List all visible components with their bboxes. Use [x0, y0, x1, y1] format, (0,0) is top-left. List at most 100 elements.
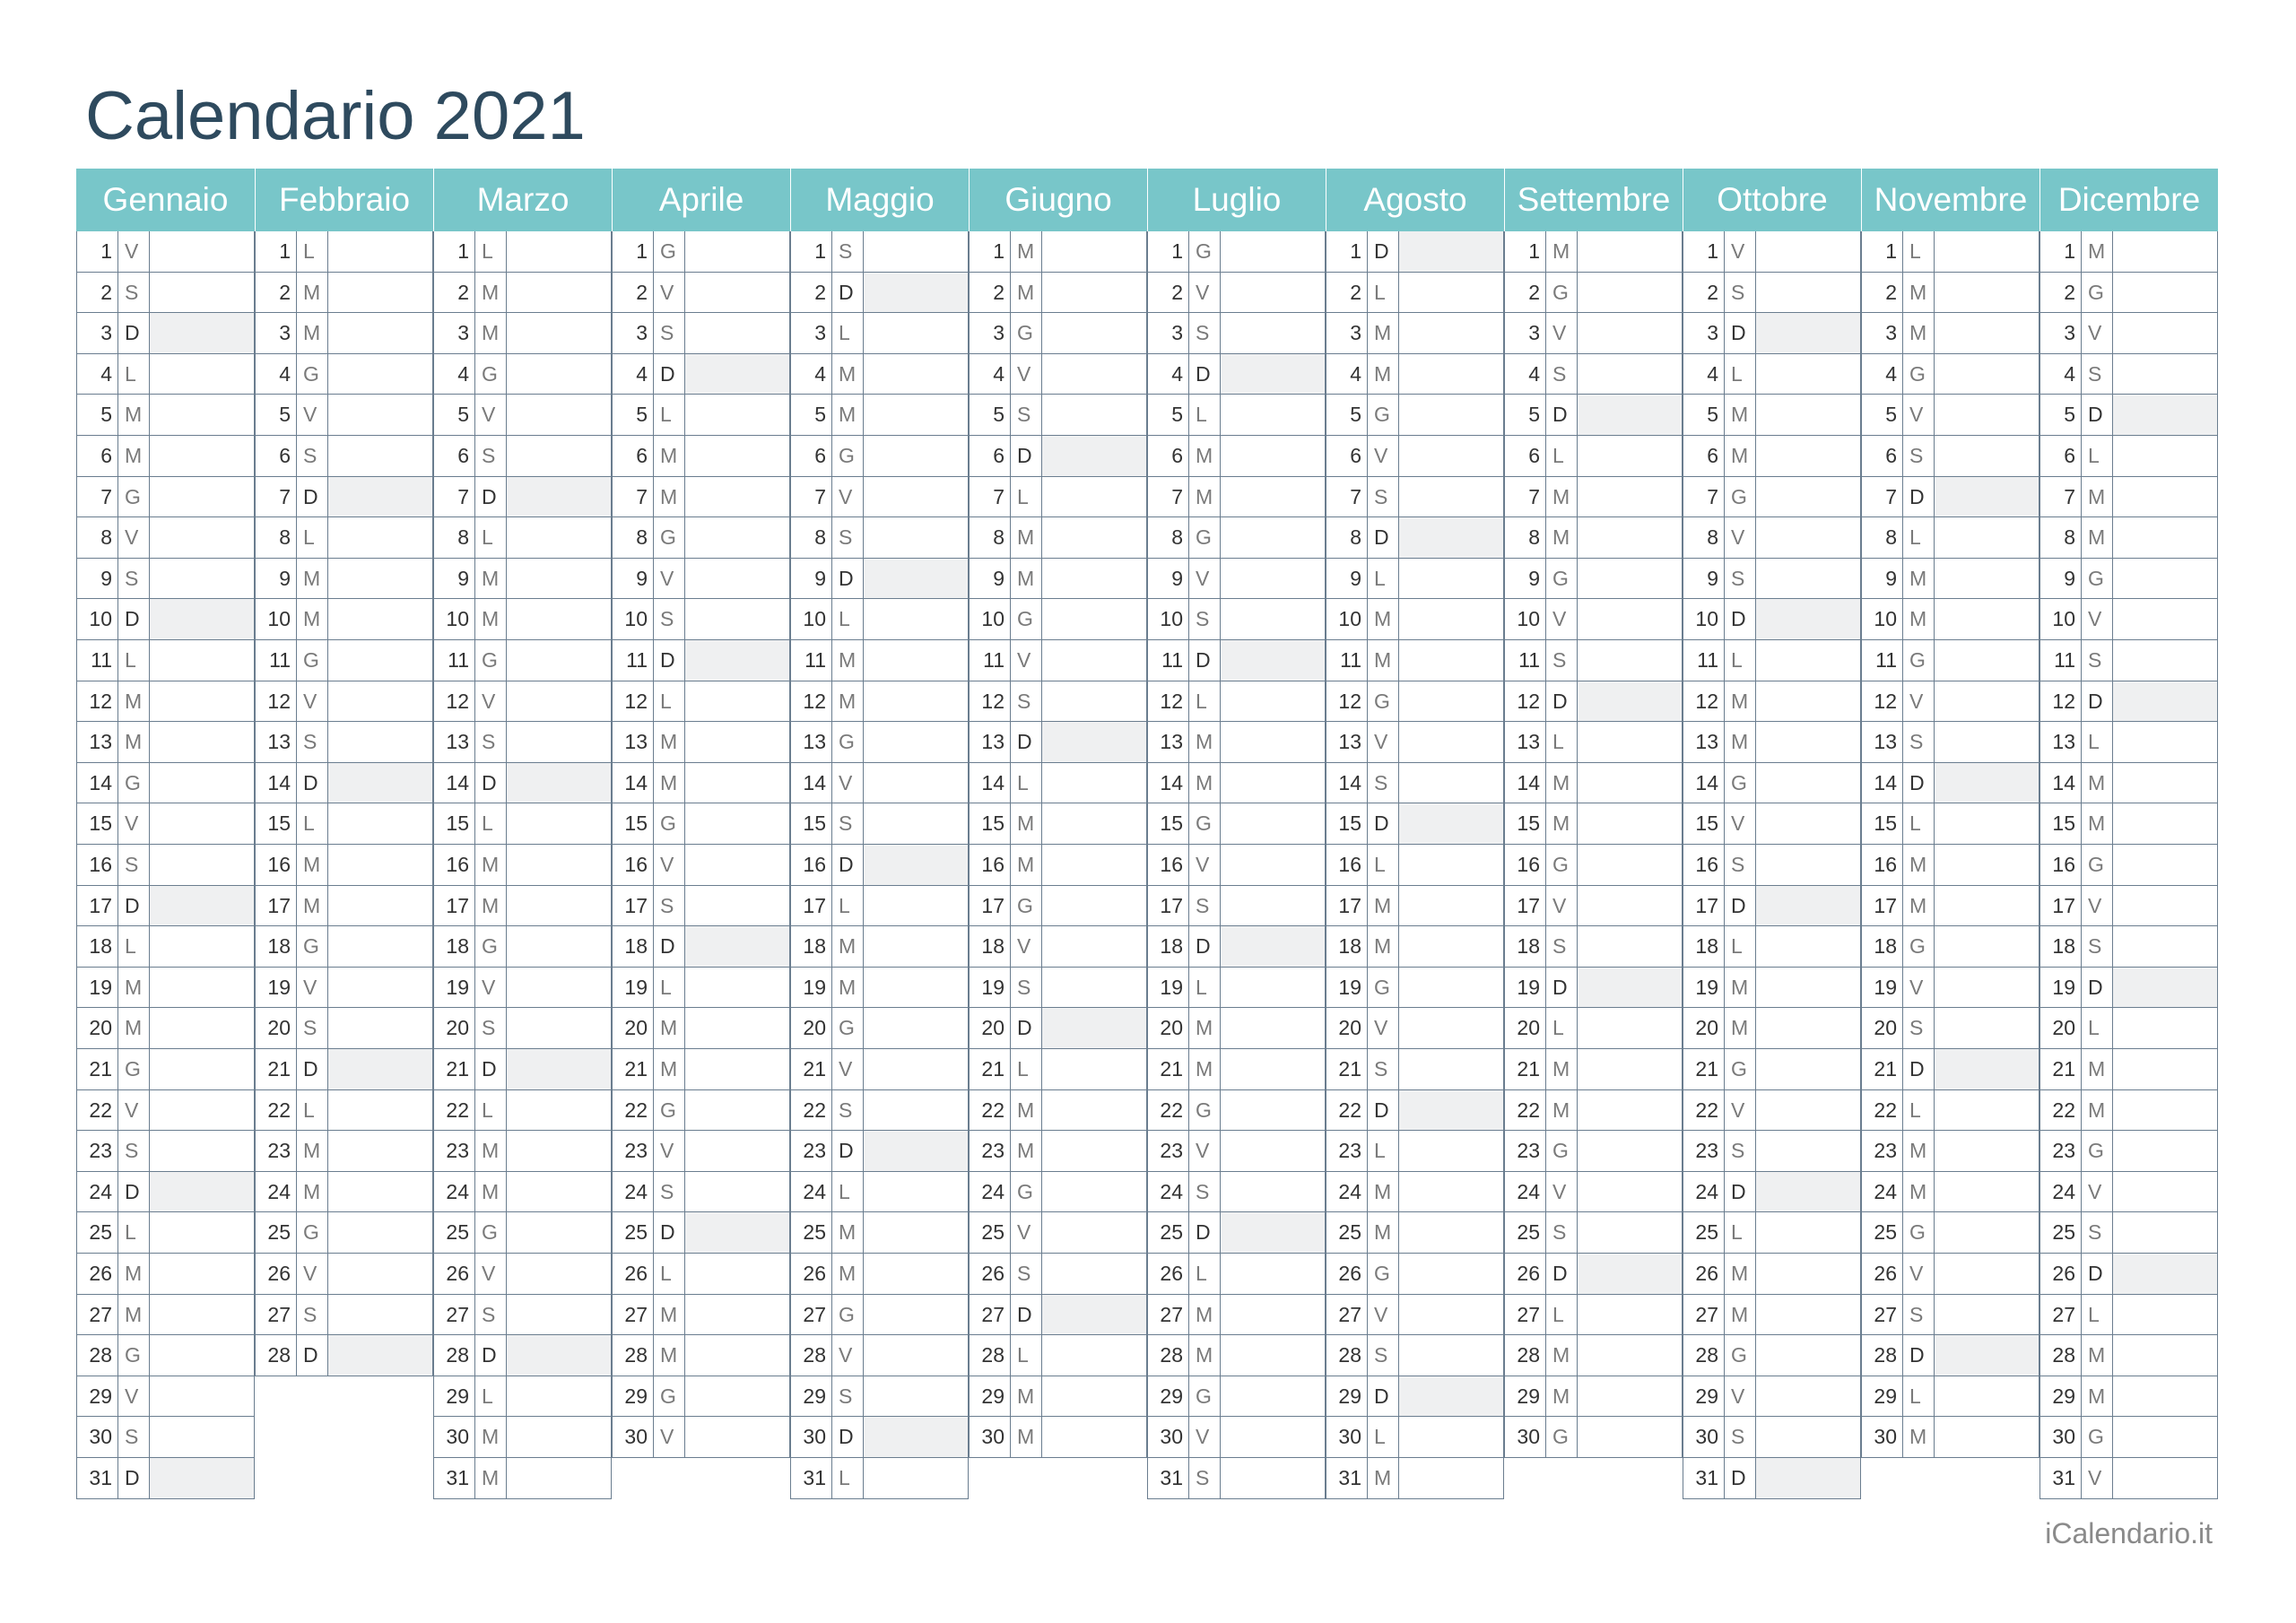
- day-note-cell[interactable]: [864, 1049, 968, 1089]
- day-note-cell[interactable]: [1935, 395, 2039, 435]
- day-note-cell[interactable]: [1578, 599, 1682, 639]
- day-note-cell[interactable]: [150, 1376, 254, 1417]
- day-note-cell[interactable]: [1578, 1172, 1682, 1212]
- day-note-cell[interactable]: [1578, 763, 1682, 803]
- day-note-cell[interactable]: [1756, 1417, 1860, 1457]
- day-note-cell[interactable]: [1042, 354, 1146, 395]
- day-note-cell[interactable]: [328, 395, 432, 435]
- day-note-cell[interactable]: [1935, 313, 2039, 353]
- day-note-cell[interactable]: [1399, 1254, 1503, 1294]
- day-note-cell[interactable]: [1221, 1131, 1325, 1171]
- day-note-cell[interactable]: [507, 681, 611, 722]
- day-note-cell[interactable]: [685, 886, 789, 926]
- day-note-cell[interactable]: [507, 1049, 611, 1089]
- day-note-cell[interactable]: [1042, 926, 1146, 967]
- day-note-cell[interactable]: [507, 926, 611, 967]
- day-note-cell[interactable]: [507, 231, 611, 272]
- day-note-cell[interactable]: [1578, 681, 1682, 722]
- day-note-cell[interactable]: [1221, 1458, 1325, 1498]
- day-note-cell[interactable]: [507, 354, 611, 395]
- day-note-cell[interactable]: [864, 272, 968, 313]
- day-note-cell[interactable]: [1578, 845, 1682, 885]
- day-note-cell[interactable]: [2113, 395, 2217, 435]
- day-note-cell[interactable]: [2113, 845, 2217, 885]
- day-note-cell[interactable]: [1578, 395, 1682, 435]
- day-note-cell[interactable]: [150, 681, 254, 722]
- day-note-cell[interactable]: [1042, 599, 1146, 639]
- day-note-cell[interactable]: [1399, 1212, 1503, 1253]
- day-note-cell[interactable]: [864, 1295, 968, 1335]
- day-note-cell[interactable]: [2113, 640, 2217, 681]
- day-note-cell[interactable]: [1399, 313, 1503, 353]
- day-note-cell[interactable]: [1756, 885, 1860, 926]
- day-note-cell[interactable]: [1399, 477, 1503, 517]
- day-note-cell[interactable]: [1935, 1090, 2039, 1131]
- day-note-cell[interactable]: [864, 395, 968, 435]
- day-note-cell[interactable]: [1578, 477, 1682, 517]
- day-note-cell[interactable]: [1221, 436, 1325, 476]
- day-note-cell[interactable]: [1221, 517, 1325, 558]
- day-note-cell[interactable]: [2113, 886, 2217, 926]
- day-note-cell[interactable]: [1221, 640, 1325, 681]
- day-note-cell[interactable]: [328, 517, 432, 558]
- day-note-cell[interactable]: [507, 517, 611, 558]
- day-note-cell[interactable]: [1756, 1171, 1860, 1212]
- day-note-cell[interactable]: [1221, 559, 1325, 599]
- day-note-cell[interactable]: [1399, 559, 1503, 599]
- day-note-cell[interactable]: [1935, 231, 2039, 272]
- day-note-cell[interactable]: [864, 886, 968, 926]
- day-note-cell[interactable]: [507, 1295, 611, 1335]
- day-note-cell[interactable]: [328, 926, 432, 967]
- day-note-cell[interactable]: [2113, 517, 2217, 558]
- day-note-cell[interactable]: [328, 231, 432, 272]
- day-note-cell[interactable]: [1578, 1254, 1682, 1294]
- day-note-cell[interactable]: [1756, 1131, 1860, 1171]
- day-note-cell[interactable]: [507, 1254, 611, 1294]
- day-note-cell[interactable]: [150, 231, 254, 272]
- day-note-cell[interactable]: [2113, 1049, 2217, 1089]
- day-note-cell[interactable]: [1221, 845, 1325, 885]
- day-note-cell[interactable]: [685, 1335, 789, 1376]
- day-note-cell[interactable]: [150, 395, 254, 435]
- day-note-cell[interactable]: [507, 968, 611, 1008]
- day-note-cell[interactable]: [864, 1417, 968, 1457]
- day-note-cell[interactable]: [1935, 968, 2039, 1008]
- day-note-cell[interactable]: [507, 1458, 611, 1498]
- day-note-cell[interactable]: [685, 1049, 789, 1089]
- day-note-cell[interactable]: [864, 1458, 968, 1498]
- day-note-cell[interactable]: [1221, 1172, 1325, 1212]
- day-note-cell[interactable]: [328, 1131, 432, 1171]
- day-note-cell[interactable]: [1756, 517, 1860, 558]
- day-note-cell[interactable]: [1042, 436, 1146, 476]
- day-note-cell[interactable]: [1399, 681, 1503, 722]
- day-note-cell[interactable]: [685, 1376, 789, 1417]
- day-note-cell[interactable]: [1042, 477, 1146, 517]
- day-note-cell[interactable]: [1221, 886, 1325, 926]
- day-note-cell[interactable]: [328, 722, 432, 762]
- day-note-cell[interactable]: [1399, 1376, 1503, 1417]
- day-note-cell[interactable]: [1042, 1049, 1146, 1089]
- day-note-cell[interactable]: [507, 476, 611, 517]
- day-note-cell[interactable]: [150, 1131, 254, 1171]
- day-note-cell[interactable]: [1935, 476, 2039, 517]
- day-note-cell[interactable]: [864, 354, 968, 395]
- day-note-cell[interactable]: [1399, 599, 1503, 639]
- day-note-cell[interactable]: [2113, 722, 2217, 762]
- day-note-cell[interactable]: [1221, 599, 1325, 639]
- day-note-cell[interactable]: [150, 313, 254, 353]
- day-note-cell[interactable]: [2113, 1376, 2217, 1417]
- day-note-cell[interactable]: [2113, 477, 2217, 517]
- day-note-cell[interactable]: [864, 1376, 968, 1417]
- day-note-cell[interactable]: [1042, 273, 1146, 313]
- day-note-cell[interactable]: [1399, 1335, 1503, 1376]
- day-note-cell[interactable]: [1042, 1131, 1146, 1171]
- day-note-cell[interactable]: [507, 559, 611, 599]
- day-note-cell[interactable]: [1399, 845, 1503, 885]
- day-note-cell[interactable]: [2113, 681, 2217, 722]
- day-note-cell[interactable]: [1042, 1090, 1146, 1131]
- day-note-cell[interactable]: [1042, 968, 1146, 1008]
- day-note-cell[interactable]: [685, 1090, 789, 1131]
- day-note-cell[interactable]: [1935, 1172, 2039, 1212]
- day-note-cell[interactable]: [1042, 640, 1146, 681]
- day-note-cell[interactable]: [507, 1417, 611, 1457]
